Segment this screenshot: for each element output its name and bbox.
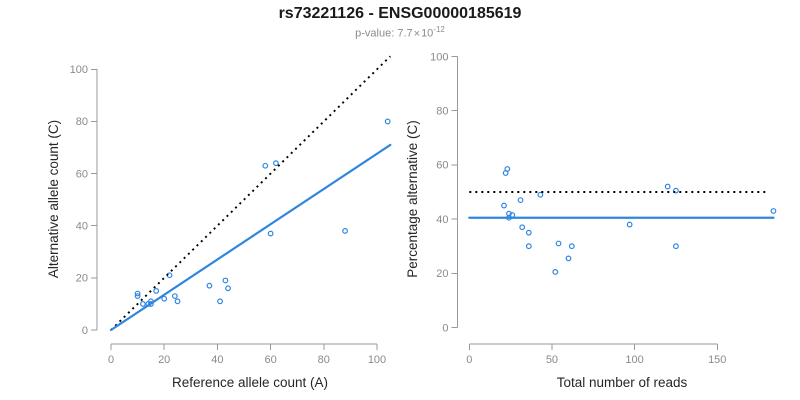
y-axis-title: Percentage alternative (C) [405,120,420,278]
axes [451,56,718,350]
y-tick-label: 80 [76,116,88,128]
data-points [134,118,391,307]
identity-line [110,55,391,331]
data-point [664,183,671,190]
data-point [673,187,679,194]
x-tick-label: 60 [264,354,276,366]
data-point [206,282,213,289]
y-tick-label: 20 [436,268,448,280]
data-point [673,243,679,250]
y-tick-label: 20 [76,273,88,285]
pvalue-mantissa: 7.7 [397,27,413,40]
x-tick-label: 0 [108,354,114,366]
y-tick-label: 0 [82,325,88,337]
data-point [174,298,181,305]
data-point [262,162,269,169]
data-point [140,301,146,307]
x-axis-title: Total number of reads [557,375,688,390]
x-tick-label: 50 [546,354,558,366]
axes [91,68,378,350]
data-point [134,290,141,297]
data-point [384,118,391,125]
x-tick-label: 100 [625,354,643,366]
x-tick-label: 40 [211,354,223,366]
data-point [342,228,348,234]
y-tick-label: 0 [442,322,448,334]
y-tick-label: 60 [436,160,448,172]
data-point [568,243,575,250]
data-points [501,166,777,275]
allele-count-panel: 0 20 40 60 80 100 0 20 40 60 80 100 Reference allele… [46,55,392,390]
x-tick-label: 100 [368,354,386,366]
data-point [525,229,532,236]
x-tick-label: 20 [158,354,170,366]
data-point [552,269,559,275]
data-point [161,295,168,302]
data-point [134,293,141,300]
y-tick-label: 40 [76,221,88,233]
y-axis-title: Alternative allele count (C) [46,120,61,278]
data-point [217,298,223,305]
data-point [537,191,544,198]
times-sign: × [413,27,421,40]
data-point [273,160,279,167]
data-point [501,202,507,209]
data-point [626,221,633,228]
x-tick-label: 80 [318,354,330,366]
data-point [525,243,532,250]
data-point [153,287,160,294]
pvalue-label: p-value: [355,27,398,40]
x-axis-title: Reference allele count (A) [172,375,328,390]
plot-title: rs73221126 - ENSG00000185619 [278,5,522,22]
pvalue-base: 10 [421,27,434,40]
y-tick-label: 40 [436,214,448,226]
pvalue-exponent: -12 [433,25,445,34]
data-point [267,230,274,237]
data-point [222,277,229,284]
data-point [225,285,231,292]
x-tick-label: 150 [708,354,726,366]
y-tick-label: 60 [76,168,88,180]
regression-line [109,143,392,332]
y-tick-label: 100 [70,64,88,76]
data-point [770,208,777,214]
x-tick-label: 0 [466,354,472,366]
data-point [555,240,562,247]
data-point [504,166,511,172]
data-point [171,293,178,300]
data-point [519,224,526,231]
percentage-reads-panel: 0 50 100 150 0 20 40 60 80 100 Total number of rea… [405,51,777,390]
plot-subtitle: p-value: 7.7×10-12 [0,25,800,40]
y-tick-label: 80 [436,106,448,118]
y-tick-label: 100 [430,51,448,63]
data-point [565,255,572,262]
data-point [517,197,524,204]
